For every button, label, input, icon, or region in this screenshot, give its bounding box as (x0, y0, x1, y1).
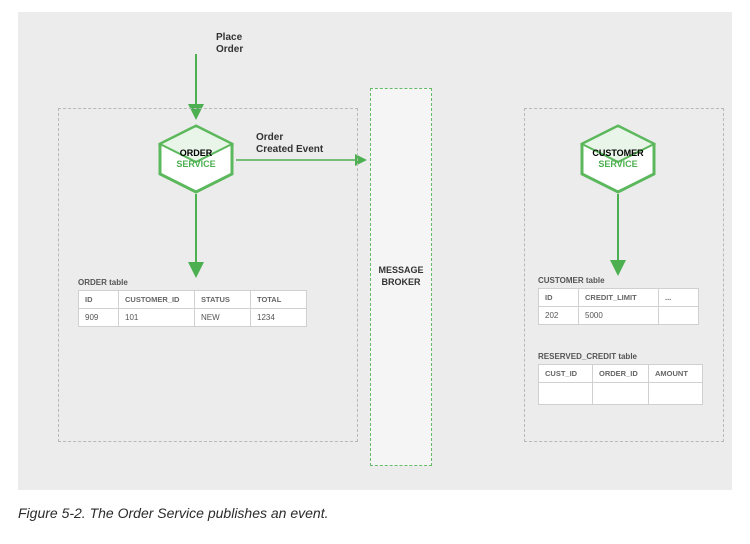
order-table-title: ORDER table (78, 278, 128, 287)
message-broker-label: MESSAGE BROKER (378, 265, 423, 288)
order-created-text: Order Created Event (256, 132, 323, 155)
table-header-row: CUST_ID ORDER_ID AMOUNT (539, 365, 703, 383)
customer-table: ID CREDIT_LIMIT ... 202 5000 (538, 288, 699, 325)
col-amount: AMOUNT (649, 365, 703, 383)
order-service-hex: ORDER SERVICE (156, 124, 236, 194)
table-row (539, 383, 703, 405)
customer-service-l2: SERVICE (592, 159, 643, 170)
cell (593, 383, 649, 405)
col-cust-id: CUST_ID (539, 365, 593, 383)
col-id: ID (539, 289, 579, 307)
col-order-id: ORDER_ID (593, 365, 649, 383)
col-customer-id: CUSTOMER_ID (119, 291, 195, 309)
order-service-l1: ORDER (176, 148, 215, 159)
figure-caption: Figure 5-2. The Order Service publishes … (18, 505, 329, 521)
cell (659, 307, 699, 325)
order-service-label: ORDER SERVICE (176, 148, 215, 170)
order-created-label: Order Created Event (256, 132, 323, 156)
customer-service-hex: CUSTOMER SERVICE (578, 124, 658, 194)
cell: 101 (119, 309, 195, 327)
order-table: ID CUSTOMER_ID STATUS TOTAL 909 101 NEW … (78, 290, 307, 327)
message-broker: MESSAGE BROKER (370, 88, 432, 466)
cell: 909 (79, 309, 119, 327)
cell (539, 383, 593, 405)
cell: NEW (195, 309, 251, 327)
reserved-table-title: RESERVED_CREDIT table (538, 352, 637, 361)
table-row: 909 101 NEW 1234 (79, 309, 307, 327)
order-service-l2: SERVICE (176, 159, 215, 170)
col-id: ID (79, 291, 119, 309)
cell: 202 (539, 307, 579, 325)
reserved-credit-table: CUST_ID ORDER_ID AMOUNT (538, 364, 703, 405)
customer-service-label: CUSTOMER SERVICE (592, 148, 643, 170)
col-total: TOTAL (251, 291, 307, 309)
diagram-canvas: Place Order MESSAGE BROKER Order Created… (18, 12, 732, 490)
table-row: 202 5000 (539, 307, 699, 325)
place-order-text: Place Order (216, 32, 243, 55)
cell: 5000 (579, 307, 659, 325)
table-header-row: ID CREDIT_LIMIT ... (539, 289, 699, 307)
col-more: ... (659, 289, 699, 307)
customer-table-title: CUSTOMER table (538, 276, 605, 285)
cell (649, 383, 703, 405)
place-order-label: Place Order (216, 32, 243, 56)
customer-service-l1: CUSTOMER (592, 148, 643, 159)
col-credit-limit: CREDIT_LIMIT (579, 289, 659, 307)
col-status: STATUS (195, 291, 251, 309)
cell: 1234 (251, 309, 307, 327)
table-header-row: ID CUSTOMER_ID STATUS TOTAL (79, 291, 307, 309)
